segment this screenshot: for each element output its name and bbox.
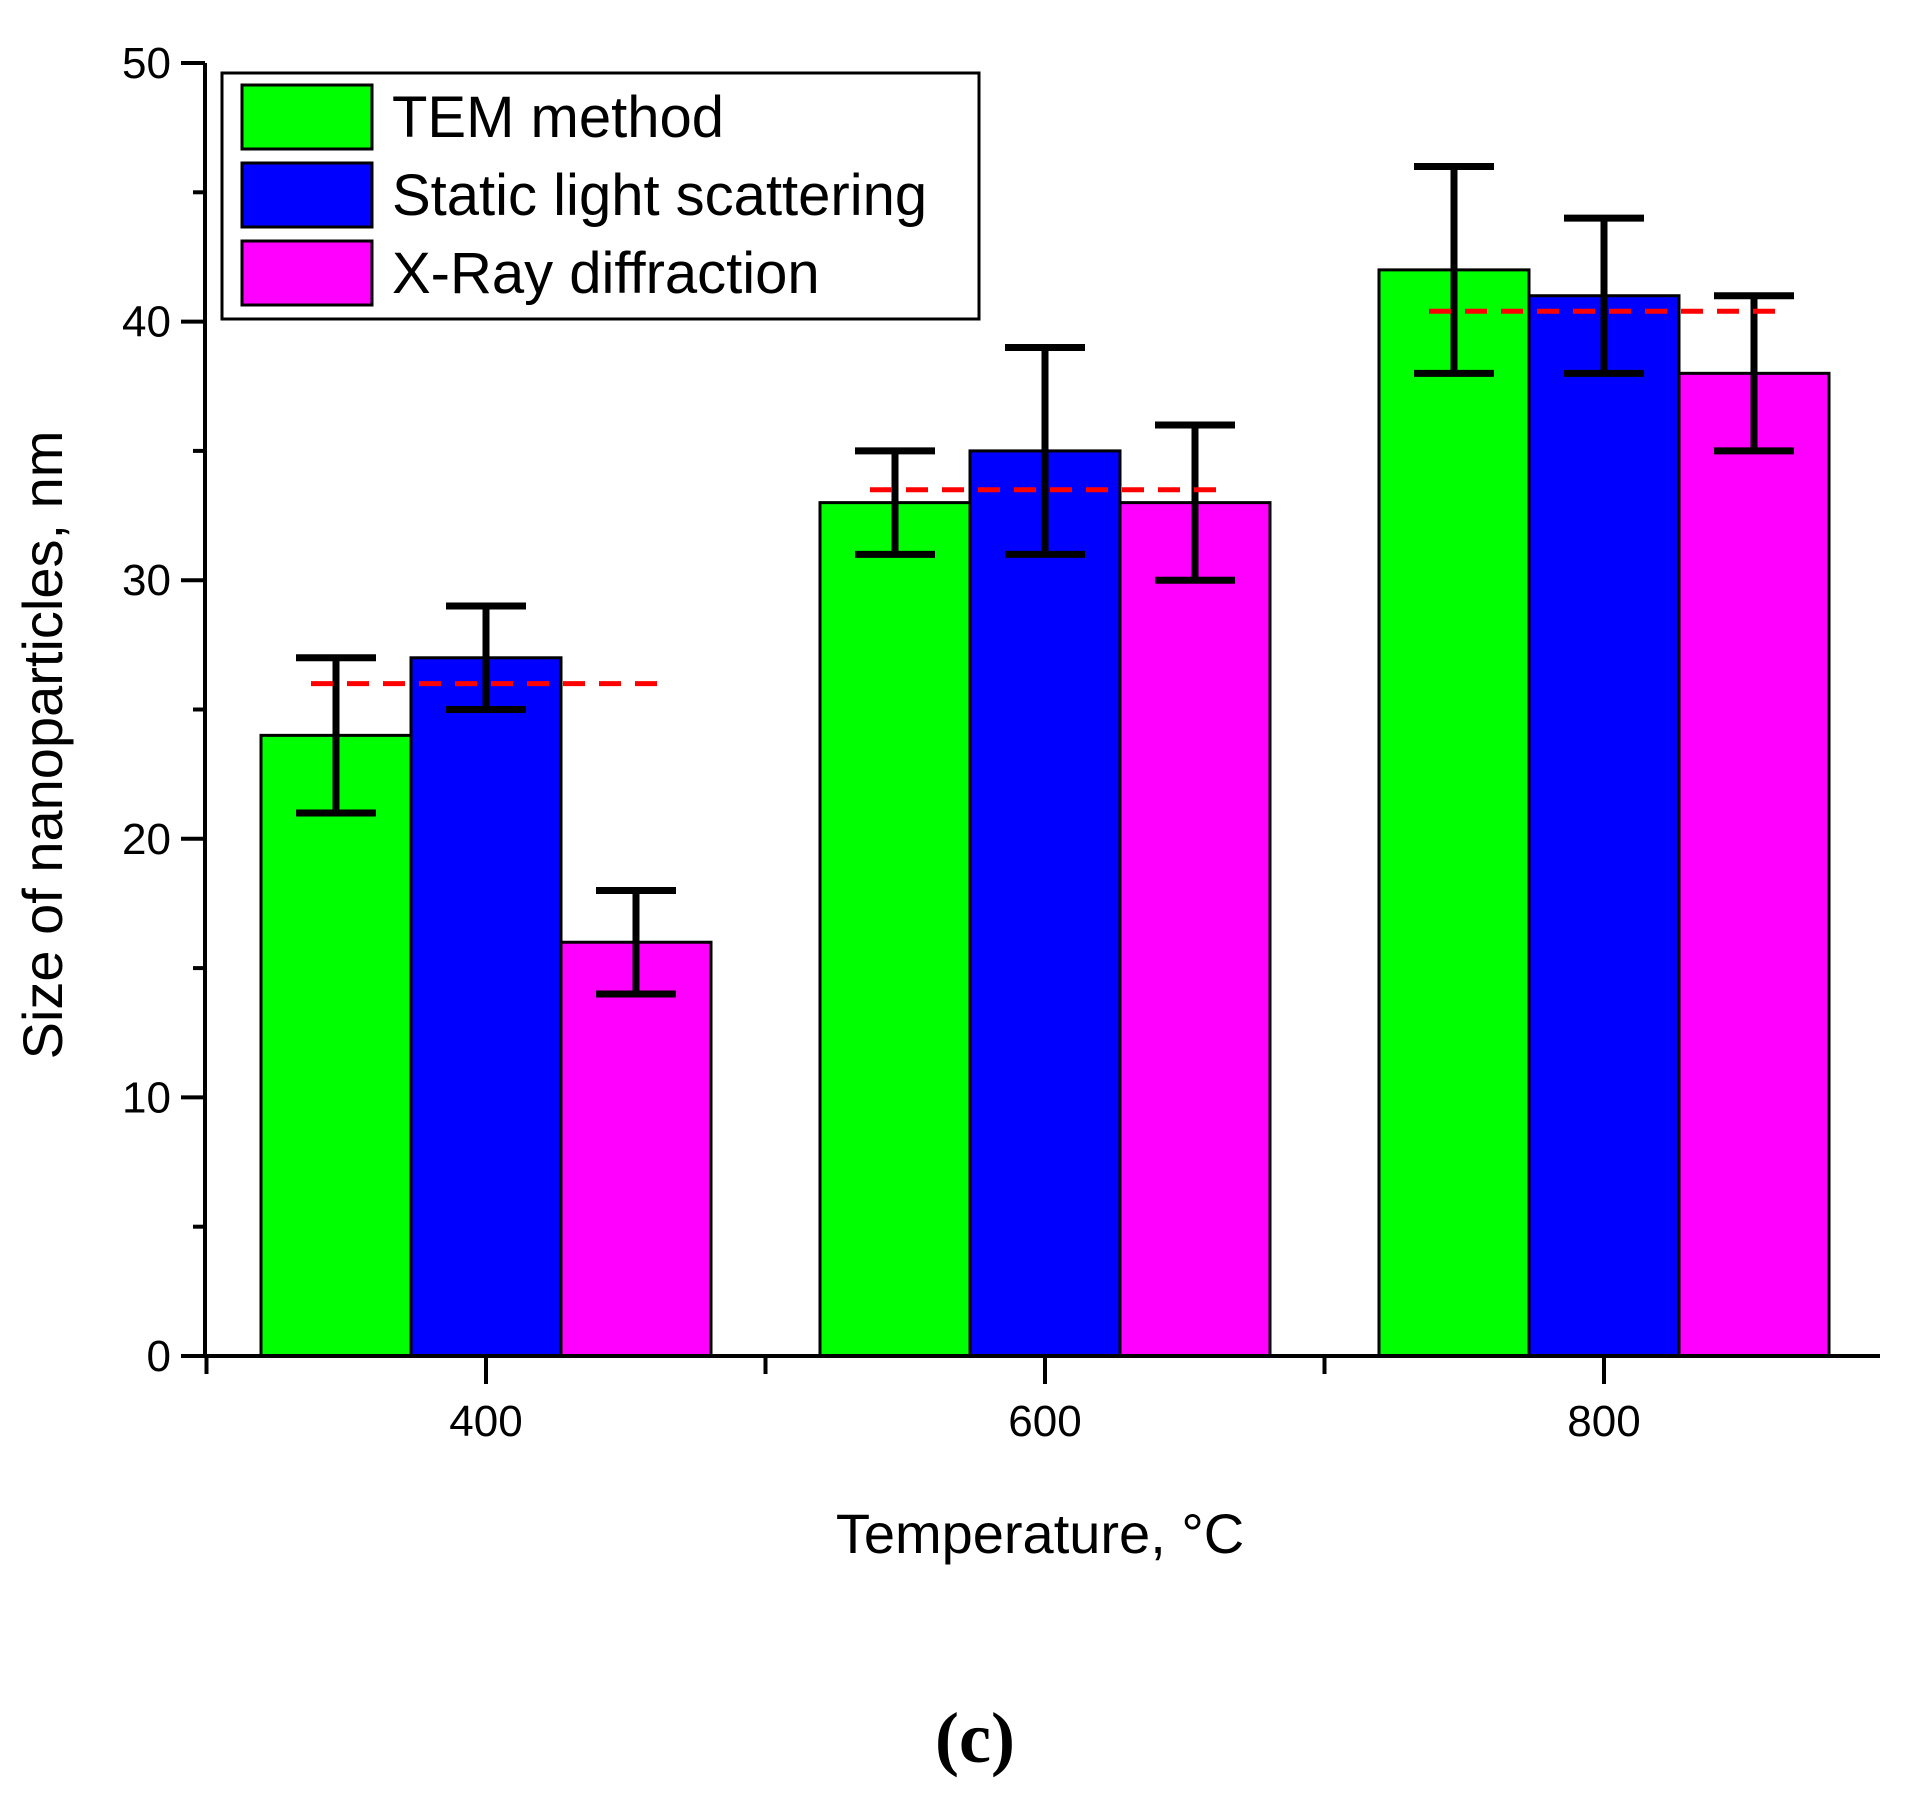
bar-600-3: [1118, 501, 1272, 1358]
x-axis-label: Temperature, °C: [836, 1502, 1244, 1565]
error-bar-600-1: [855, 447, 935, 558]
error-bar-600-3: [1155, 421, 1235, 584]
bar-600-1: [818, 501, 972, 1358]
y-tick-label: 0: [147, 1332, 171, 1381]
x-tick-label: 800: [1567, 1397, 1640, 1446]
bar-400-2: [409, 656, 563, 1358]
error-bar-800-2: [1564, 214, 1644, 377]
mean-lines-layer: [311, 308, 1779, 687]
legend-swatch-1: [240, 83, 374, 151]
axes-layer: [181, 61, 1880, 1384]
panel-label: (c): [935, 1698, 1015, 1778]
bar-400-3: [559, 940, 713, 1358]
y-axis-label: Size of nanoparticles, nm: [11, 431, 74, 1060]
legend-label-2: Static light scattering: [392, 163, 927, 228]
error-bar-800-1: [1414, 162, 1494, 377]
x-tick-label: 600: [1008, 1397, 1081, 1446]
legend: TEM method Static light scattering X-Ray d…: [220, 71, 981, 321]
legend-label-3: X-Ray diffraction: [392, 241, 820, 306]
x-tick-label: 400: [449, 1397, 522, 1446]
y-tick-label: 50: [122, 39, 171, 88]
legend-swatch-3: [240, 239, 374, 307]
error-bars-layer: [296, 162, 1794, 998]
bar-800-2: [1527, 294, 1681, 1358]
legend-label-1: TEM method: [392, 85, 724, 150]
legend-swatch-2: [240, 161, 374, 229]
error-bar-400-2: [446, 602, 526, 713]
y-tick-label: 10: [122, 1073, 171, 1122]
bar-600-2: [968, 449, 1122, 1358]
bars-layer: [259, 268, 1831, 1358]
bar-800-1: [1377, 268, 1531, 1358]
y-tick-label: 40: [122, 298, 171, 347]
error-bar-400-3: [596, 887, 676, 998]
bar-400-1: [259, 733, 413, 1358]
error-bar-800-3: [1714, 292, 1794, 455]
bar-800-3: [1677, 371, 1831, 1358]
error-bar-400-1: [296, 654, 376, 817]
y-tick-label: 30: [122, 556, 171, 605]
error-bar-600-2: [1005, 343, 1085, 558]
y-tick-label: 20: [122, 815, 171, 864]
tick-labels-layer: 0 10 20 30 40 50 400 600 800: [122, 39, 1641, 1446]
